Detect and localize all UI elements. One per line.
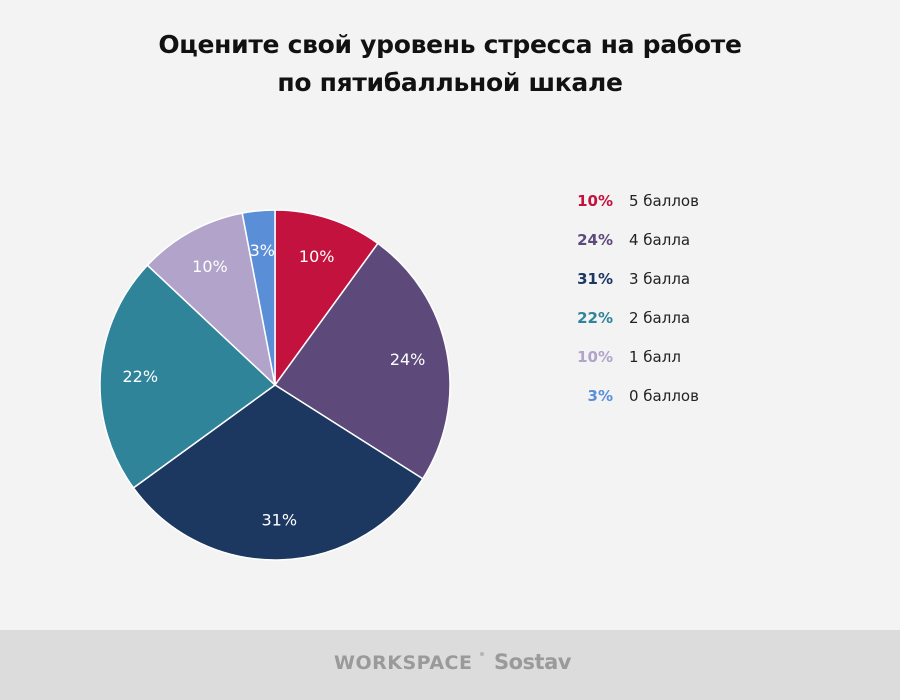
legend-item-percent: 10% bbox=[577, 348, 613, 366]
legend-item: 10% 5 баллов bbox=[540, 190, 760, 229]
legend-item-percent: 3% bbox=[587, 387, 613, 405]
pie-slice bbox=[146, 212, 276, 386]
legend-item-label: 2 балла bbox=[629, 309, 691, 327]
legend-item-percent: 10% bbox=[577, 192, 613, 210]
legend-item: 22% 2 балла bbox=[540, 307, 760, 346]
legend-item: 24% 4 балла bbox=[540, 229, 760, 268]
pie-chart: 10% 24% 31% 22% 10% 3% bbox=[99, 209, 451, 561]
legend-item-percent: 24% bbox=[577, 231, 613, 249]
legend-item-label: 0 баллов bbox=[629, 387, 699, 405]
pie-slice-label: 10% bbox=[192, 257, 228, 276]
pie-slice bbox=[132, 384, 424, 561]
pie-slice bbox=[99, 264, 276, 489]
legend-item: 3% 0 баллов bbox=[540, 385, 760, 424]
pie-slice-label: 31% bbox=[261, 510, 297, 529]
sostav-logo: Sostav bbox=[494, 650, 571, 674]
pie-slice bbox=[241, 209, 276, 386]
pie-slice-label: 22% bbox=[122, 367, 158, 386]
workspace-logo: WORKSPACE bbox=[334, 652, 473, 674]
legend-item-label: 4 балла bbox=[629, 231, 691, 249]
chart-title-line-2: по пятибалльной шкале bbox=[277, 68, 623, 97]
pie-slice bbox=[274, 209, 379, 386]
pie-slice-label: 3% bbox=[250, 241, 275, 260]
legend-item-percent: 22% bbox=[577, 309, 613, 327]
legend-item-percent: 31% bbox=[577, 270, 613, 288]
pie-slice-label: 10% bbox=[299, 247, 335, 266]
chart-title-line-1: Оцените свой уровень стресса на работе bbox=[158, 30, 742, 59]
pie-slice bbox=[274, 242, 451, 480]
chart-legend: 10% 5 баллов 24% 4 балла 31% 3 балла 22%… bbox=[540, 190, 760, 424]
logo-separator-dot bbox=[480, 652, 484, 656]
legend-item: 31% 3 балла bbox=[540, 268, 760, 307]
legend-item-label: 1 балл bbox=[629, 348, 681, 366]
legend-item: 10% 1 балл bbox=[540, 346, 760, 385]
footer-bar: WORKSPACE Sostav bbox=[0, 630, 900, 700]
chart-title: Оцените свой уровень стресса на работе п… bbox=[0, 26, 900, 102]
legend-item-label: 3 балла bbox=[629, 270, 691, 288]
pie-slice-label: 24% bbox=[390, 350, 426, 369]
legend-item-label: 5 баллов bbox=[629, 192, 699, 210]
